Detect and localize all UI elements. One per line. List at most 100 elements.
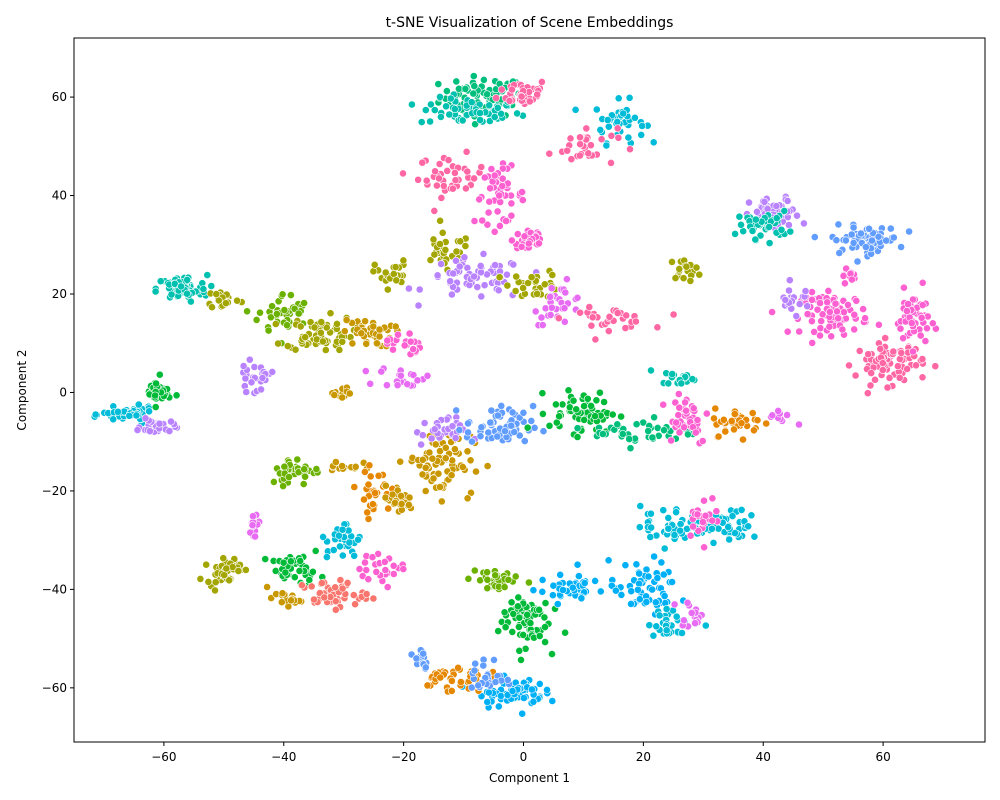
scatter-point <box>762 419 771 428</box>
scatter-point <box>596 125 605 134</box>
scatter-point <box>876 344 885 353</box>
scatter-point <box>535 605 543 614</box>
scatter-point <box>300 299 308 307</box>
scatter-point <box>765 222 773 231</box>
scatter-point <box>591 577 599 585</box>
scatter-point <box>725 535 734 544</box>
scatter-point <box>539 409 547 418</box>
scatter-point <box>691 619 699 628</box>
scatter-point <box>686 276 695 285</box>
scatter-point <box>239 362 248 370</box>
scatter-point <box>559 586 567 594</box>
scatter-point <box>301 472 309 481</box>
scatter-point <box>308 567 317 576</box>
scatter-point <box>909 347 917 356</box>
scatter-point <box>538 321 547 329</box>
scatter-point <box>861 314 869 323</box>
scatter-point <box>141 414 150 423</box>
scatter-point <box>437 259 445 268</box>
scatter-point <box>626 444 635 453</box>
scatter-point <box>330 391 339 399</box>
scatter-point <box>596 587 605 596</box>
scatter-point <box>561 628 569 637</box>
scatter-point <box>874 232 883 241</box>
scatter-point <box>514 602 522 611</box>
scatter-point <box>461 184 470 193</box>
scatter-point <box>548 650 556 658</box>
scatter-point <box>291 345 300 354</box>
scatter-point <box>461 85 470 93</box>
scatter-point <box>838 325 847 334</box>
scatter-point <box>114 407 122 416</box>
scatter-point <box>844 300 852 309</box>
scatter-point <box>321 346 330 354</box>
scatter-point <box>507 211 516 220</box>
scatter-point <box>483 575 492 584</box>
scatter-point <box>614 94 623 103</box>
scatter-point <box>418 158 427 167</box>
scatter-point <box>865 224 873 233</box>
scatter-point <box>653 323 662 332</box>
scatter-point <box>866 381 875 390</box>
scatter-point <box>405 329 414 338</box>
scatter-point <box>513 230 522 238</box>
scatter-point <box>476 432 485 441</box>
scatter-point <box>515 613 524 622</box>
scatter-point <box>708 516 717 525</box>
x-tick-label: 20 <box>636 750 651 764</box>
scatter-point <box>627 587 636 596</box>
scatter-point <box>675 403 684 412</box>
scatter-point <box>470 566 479 575</box>
scatter-point <box>772 202 781 210</box>
scatter-point <box>472 467 480 476</box>
scatter-point <box>366 379 375 388</box>
scatter-point <box>680 423 688 432</box>
scatter-point <box>520 437 529 445</box>
scatter-point <box>382 381 391 390</box>
scatter-point <box>436 240 444 248</box>
scatter-point <box>584 149 593 158</box>
scatter-point <box>650 552 658 561</box>
scatter-point <box>446 94 455 103</box>
scatter-point <box>795 420 803 429</box>
scatter-point <box>617 412 625 421</box>
scatter-point <box>668 370 677 378</box>
scatter-point <box>676 520 685 528</box>
scatter-point <box>785 286 793 295</box>
scatter-point <box>418 455 427 464</box>
scatter-point <box>545 149 554 158</box>
scatter-point <box>479 661 488 670</box>
scatter-point <box>795 300 804 308</box>
scatter-point <box>540 613 549 622</box>
scatter-point <box>426 100 435 109</box>
scatter-point <box>442 87 451 95</box>
scatter-point <box>222 564 231 573</box>
scatter-point <box>636 502 645 510</box>
scatter-point <box>912 361 920 370</box>
scatter-point <box>211 578 220 587</box>
x-tick-label: 60 <box>875 750 890 764</box>
scatter-point <box>383 583 392 591</box>
scatter-point <box>221 299 230 308</box>
scatter-point <box>505 97 514 105</box>
scatter-point <box>619 109 628 118</box>
scatter-point <box>91 410 100 419</box>
scatter-point <box>374 471 383 480</box>
scatter-point <box>281 568 290 577</box>
scatter-point <box>668 257 676 266</box>
scatter-point <box>529 697 538 706</box>
scatter-point <box>475 195 484 204</box>
scatter-point <box>433 271 442 280</box>
scatter-point <box>882 236 891 245</box>
scatter-point <box>750 532 759 541</box>
scatter-point <box>456 678 465 686</box>
scatter-point <box>756 231 765 240</box>
scatter-point <box>354 535 362 544</box>
scatter-point <box>464 419 472 428</box>
scatter-point <box>655 611 664 620</box>
scatter-point <box>494 627 503 635</box>
scatter-point <box>540 280 549 289</box>
scatter-point <box>501 623 510 632</box>
scatter-point <box>375 325 384 334</box>
scatter-point <box>467 98 476 107</box>
